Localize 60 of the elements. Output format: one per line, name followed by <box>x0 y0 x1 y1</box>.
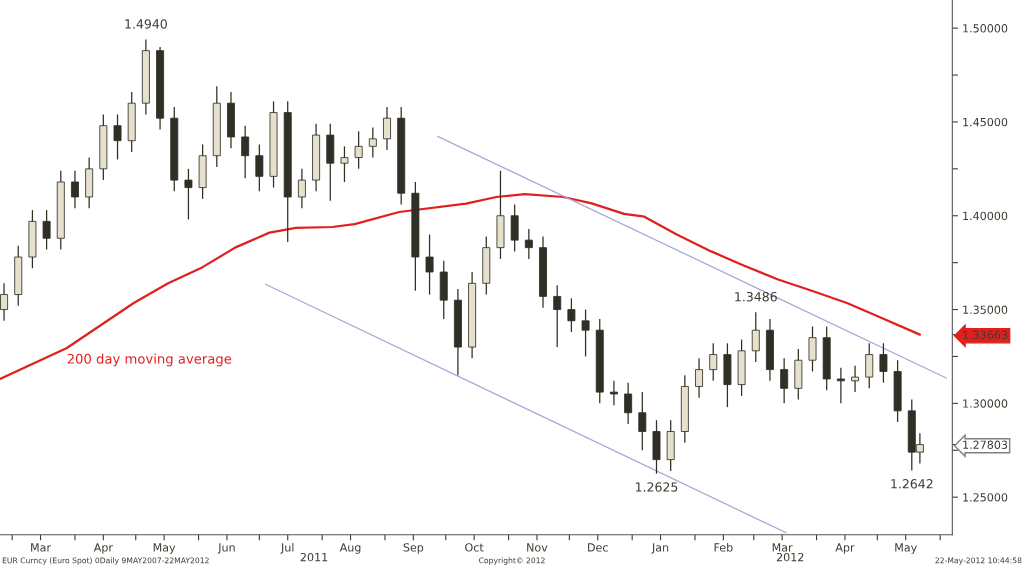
x-tick-label: Nov <box>527 543 548 552</box>
candlestick <box>709 342 718 382</box>
annotation: 1.3486 <box>735 291 777 302</box>
candlestick <box>383 106 391 151</box>
candlestick <box>340 145 349 183</box>
y-tick-label: 1.40000 <box>963 211 1008 221</box>
candlestick <box>581 308 590 358</box>
y-tick-label: 1.30000 <box>963 399 1008 408</box>
x-tick-label: Mar <box>31 543 52 552</box>
annotation: 1.2625 <box>636 482 678 492</box>
candlestick <box>879 342 888 384</box>
y-tick-label: 1.45000 <box>963 117 1008 127</box>
x-tick-label: Apr <box>835 543 855 554</box>
x-tick-label: Jun <box>217 543 235 554</box>
series-label: 200 day moving average <box>67 353 232 367</box>
x-tick-label: Dec <box>588 543 608 552</box>
candlestick <box>524 228 533 260</box>
x-tick-label: Feb <box>714 543 733 552</box>
candlestick <box>695 357 704 399</box>
line-series <box>0 193 922 381</box>
x-tick-label: Apr <box>93 543 113 554</box>
x-tick-label: Jan <box>651 543 669 554</box>
candlestick <box>368 126 377 159</box>
y-tick-label: 1.25000 <box>963 493 1008 502</box>
x-tick-label: May <box>895 543 917 554</box>
candlestick <box>42 209 51 251</box>
candlestick <box>751 311 760 363</box>
x-tick-label: Jul <box>280 543 294 554</box>
x-tick-label: Mar <box>772 543 793 552</box>
candlestick <box>71 170 79 209</box>
candlestick <box>638 391 647 451</box>
candlestick <box>297 168 306 209</box>
candlestick <box>624 382 633 425</box>
candlestick <box>241 125 250 179</box>
y-tick-label: 1.27803 <box>963 440 1008 449</box>
annotation: 1.4940 <box>125 19 167 29</box>
candlestick <box>425 233 434 296</box>
candlestick <box>865 342 874 389</box>
y-tick-label: 1.50000 <box>963 24 1008 33</box>
candlestick <box>780 357 789 404</box>
candlestick <box>354 130 363 170</box>
x-tick-label: Sep <box>403 543 424 554</box>
candlestick <box>0 282 9 322</box>
candlestick <box>113 113 122 161</box>
x-tick-label: Oct <box>465 543 484 552</box>
x2-tick-label: 2011 <box>300 552 328 562</box>
candlestick <box>609 380 618 406</box>
candlestick <box>553 284 562 348</box>
x-tick-label: Aug <box>339 543 361 554</box>
y-tick-label: 1.33663 <box>963 330 1008 340</box>
y-tick-label: 1.35000 <box>963 305 1008 314</box>
candlestick <box>184 168 193 221</box>
candlestick <box>851 365 860 393</box>
x2-tick-label: 2012 <box>776 552 804 562</box>
candlestick <box>255 143 264 192</box>
candlestick <box>808 325 817 373</box>
candlestick <box>567 297 576 333</box>
candlestick <box>836 367 845 404</box>
annotation: 1.2642 <box>891 479 933 489</box>
x-tick-label: May <box>153 543 176 554</box>
